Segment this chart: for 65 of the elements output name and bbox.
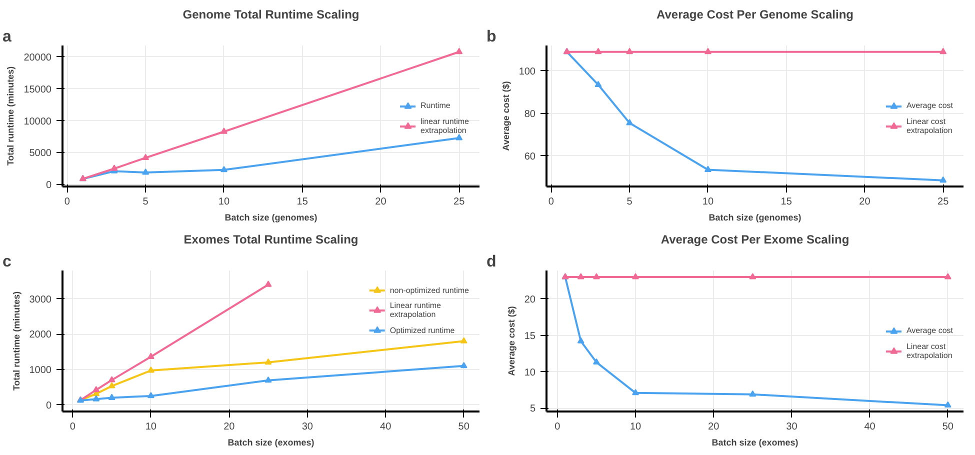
x-tick-label: 0 xyxy=(70,422,76,432)
y-tick-label: 5 xyxy=(530,404,536,415)
legend-label: Linear cost extrapolation xyxy=(906,116,952,134)
y-tick-label: 20000 xyxy=(24,52,52,64)
text: d xyxy=(486,254,496,270)
y-tick-label: 3000 xyxy=(29,294,52,306)
legend-label: Runtime xyxy=(420,100,450,110)
y-axis-title: Total runtime (minutes) xyxy=(6,66,16,166)
x-axis-title: Batch size (genomes) xyxy=(708,212,802,222)
x-tick-label: 40 xyxy=(864,422,876,432)
y-axis-title: Total runtime (minutes) xyxy=(11,291,22,391)
x-axis-title: Batch size (exomes) xyxy=(228,438,314,448)
y-tick-label: 10 xyxy=(524,367,536,378)
x-tick-label: 50 xyxy=(458,422,470,432)
x-tick-label: 20 xyxy=(375,196,387,208)
x-tick-label: 10 xyxy=(218,196,230,208)
legend-label: Average cost xyxy=(906,326,953,336)
chart-title: Average Cost Per Exome Scaling xyxy=(660,232,850,246)
x-tick-label: 20 xyxy=(859,196,871,208)
x-axis-title: Batch size (genomes) xyxy=(224,212,318,222)
x-tick-label: 20 xyxy=(224,422,236,432)
y-tick-label: 80 xyxy=(524,108,536,120)
legend-label: Average cost xyxy=(906,100,953,110)
y-tick-label: 5000 xyxy=(29,148,52,160)
legend-label: Linear cost extrapolation xyxy=(906,342,952,360)
chart-title: Genome Total Runtime Scaling xyxy=(182,8,360,22)
y-axis-title: Average cost ($) xyxy=(506,306,516,376)
chart-title: Average Cost Per Genome Scaling xyxy=(656,8,854,22)
x-tick-label: 10 xyxy=(702,196,714,208)
x-tick-label: 5 xyxy=(142,196,149,208)
x-tick-label: 20 xyxy=(708,422,720,432)
y-tick-label: 1000 xyxy=(29,364,52,376)
x-tick-label: 15 xyxy=(780,196,792,208)
legend-label: Linear runtime extrapolation xyxy=(390,301,441,319)
x-tick-label: 25 xyxy=(454,196,466,208)
x-tick-label: 0 xyxy=(554,422,561,432)
x-tick-label: 0 xyxy=(548,196,554,208)
text: c xyxy=(2,254,12,270)
y-tick-label: 20 xyxy=(524,294,536,306)
x-tick-label: 50 xyxy=(942,422,954,432)
chart-title: Exomes Total Runtime Scaling xyxy=(184,232,358,246)
legend-label: Optimized runtime xyxy=(390,325,455,335)
x-tick-label: 40 xyxy=(380,422,392,432)
x-tick-label: 10 xyxy=(630,422,642,432)
y-tick-label: 2000 xyxy=(29,330,52,341)
x-tick-label: 25 xyxy=(938,196,950,208)
x-tick-label: 5 xyxy=(626,196,633,208)
text: b xyxy=(486,28,496,46)
y-tick-label: 15 xyxy=(524,330,536,342)
y-axis-title: Average cost ($) xyxy=(500,81,511,151)
text: a xyxy=(2,28,12,46)
legend-label: non-optimized runtime xyxy=(390,285,469,295)
y-tick-label: 100 xyxy=(518,66,536,78)
x-tick-label: 30 xyxy=(302,422,314,432)
legend-label: linear runtime extrapolation xyxy=(420,116,469,134)
x-tick-label: 15 xyxy=(296,196,308,208)
y-tick-label: 0 xyxy=(46,180,52,192)
y-tick-label: 60 xyxy=(524,151,536,162)
y-tick-label: 0 xyxy=(46,400,52,412)
y-tick-label: 10000 xyxy=(24,116,52,128)
x-axis-title: Batch size (exomes) xyxy=(712,438,798,448)
y-tick-label: 15000 xyxy=(24,84,52,96)
x-tick-label: 30 xyxy=(786,422,798,432)
x-tick-label: 10 xyxy=(145,422,157,432)
x-tick-label: 0 xyxy=(64,196,70,208)
